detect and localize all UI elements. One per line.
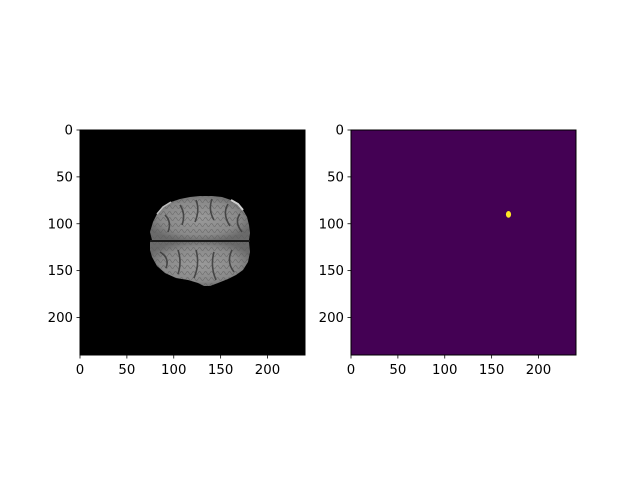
x-tick-label: 50 <box>389 363 406 378</box>
brain-image <box>150 196 250 286</box>
lesion-region <box>505 210 512 218</box>
y-tick-label: 200 <box>319 311 344 326</box>
x-tick-label: 100 <box>432 363 457 378</box>
panel-mri: 0 50 100 150 200 0 50 100 150 200 <box>48 124 306 378</box>
y-tick-label: 150 <box>319 264 344 279</box>
x-tick-label: 50 <box>118 363 135 378</box>
x-tick-label: 0 <box>76 363 84 378</box>
mask-frame <box>350 129 577 356</box>
y-tick-label: 0 <box>65 124 73 139</box>
y-tick-label: 0 <box>336 124 344 139</box>
x-tick-label: 150 <box>208 363 233 378</box>
x-tick-label: 200 <box>255 363 280 378</box>
mask-y-axis: 0 50 100 150 200 <box>319 124 351 326</box>
x-tick-label: 200 <box>526 363 551 378</box>
mri-x-axis: 0 50 100 150 200 <box>76 355 280 378</box>
y-tick-label: 100 <box>319 217 344 232</box>
mri-y-axis: 0 50 100 150 200 <box>48 124 80 326</box>
mri-frame <box>79 129 306 356</box>
y-tick-label: 50 <box>327 170 344 185</box>
y-tick-label: 150 <box>48 264 73 279</box>
y-tick-label: 50 <box>56 170 73 185</box>
panel-mask: 0 50 100 150 200 0 50 100 150 200 <box>319 124 577 378</box>
y-tick-label: 100 <box>48 217 73 232</box>
x-tick-label: 0 <box>347 363 355 378</box>
x-tick-label: 100 <box>161 363 186 378</box>
mask-x-axis: 0 50 100 150 200 <box>347 355 551 378</box>
mask-image-background <box>351 130 576 355</box>
y-tick-label: 200 <box>48 311 73 326</box>
x-tick-label: 150 <box>479 363 504 378</box>
